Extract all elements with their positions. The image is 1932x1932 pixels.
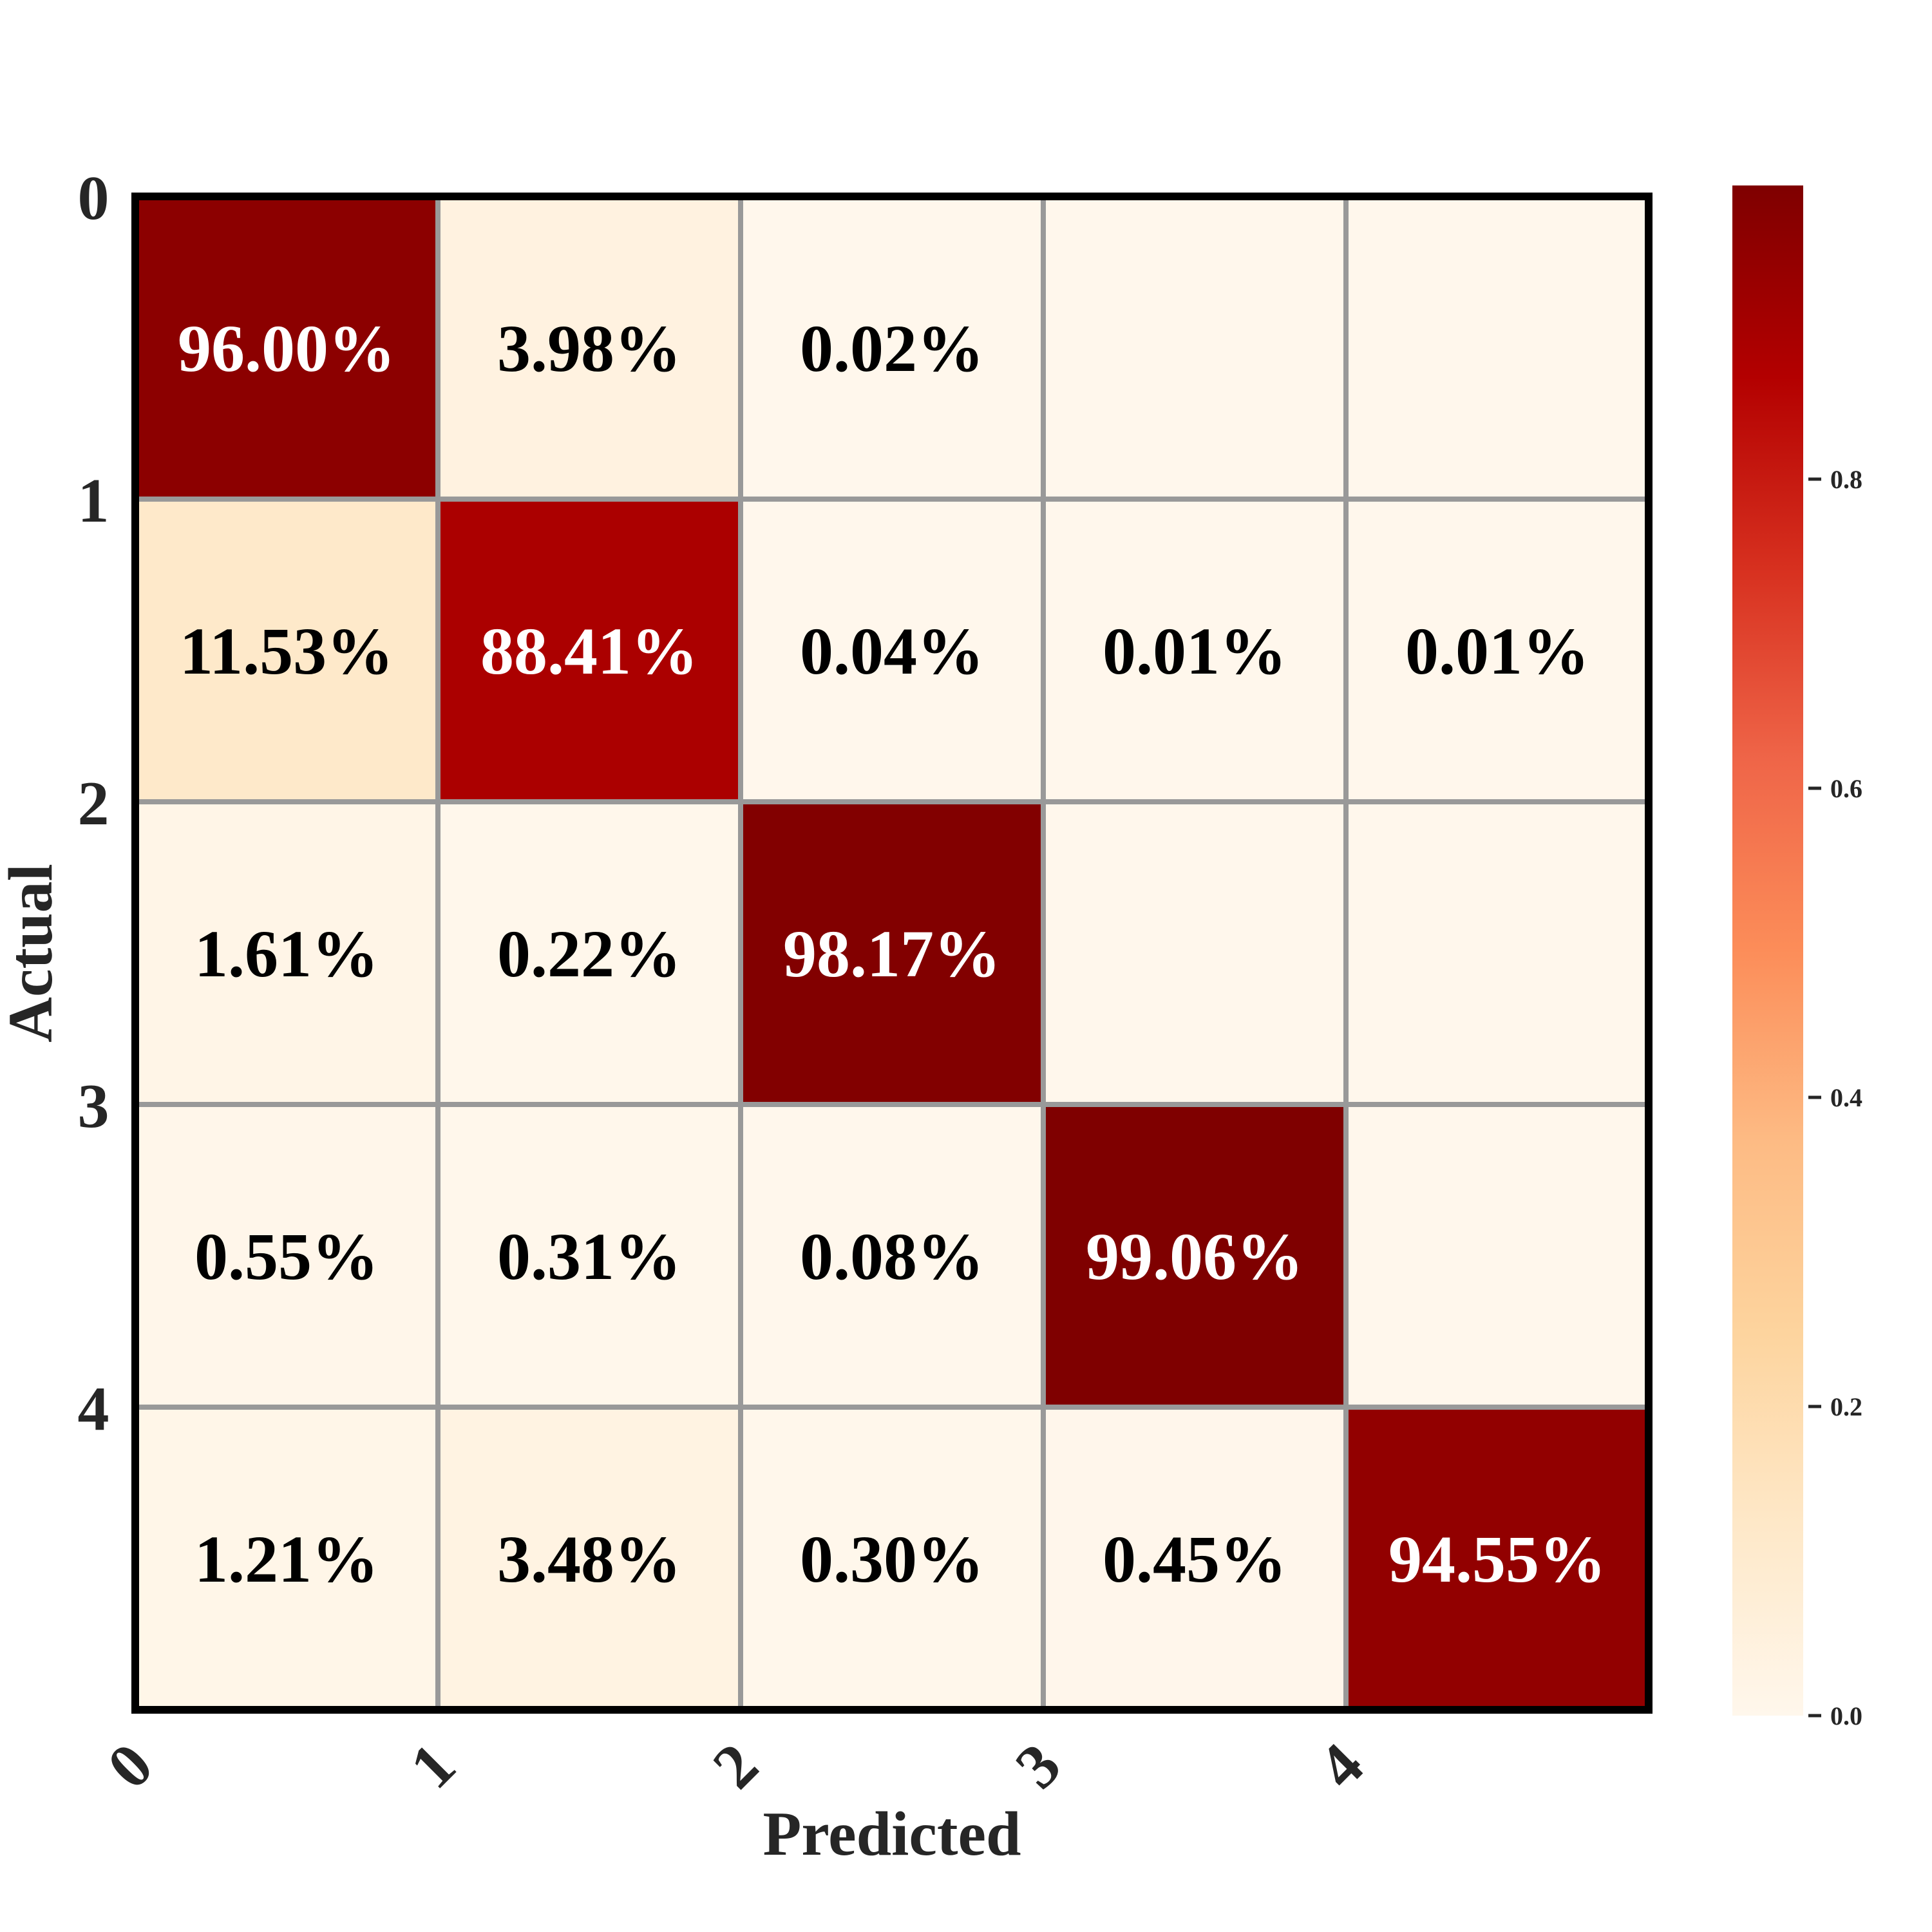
cell-value-label-1-4: 0.01%	[1405, 614, 1589, 688]
heatmap-cell-1-2	[741, 499, 1043, 802]
cell-value-label-4-1: 3.48%	[497, 1522, 681, 1596]
cell-value-label-2-0: 1.61%	[194, 917, 379, 991]
y-tick-label-4: 4	[78, 1374, 109, 1444]
cell-value-label-4-4: 94.55%	[1388, 1522, 1606, 1596]
cell-value-label-0-0: 96.00%	[178, 312, 395, 386]
y-tick-label-1: 1	[78, 466, 109, 536]
heatmap-cell-4-2	[741, 1407, 1043, 1710]
colorbar-ticks: 0.0 0.2 0.4 0.6 0.8	[1808, 465, 1862, 1730]
cell-value-label-2-2: 98.17%	[783, 917, 1001, 991]
heatmap-cell-1-3	[1043, 499, 1346, 802]
heatmap-cell-2-2	[741, 802, 1043, 1104]
cell-value-label-1-0: 11.53%	[180, 614, 393, 688]
cell-value-label-0-2: 0.02%	[800, 312, 984, 386]
x-tick-labels: 0 1 2 3 4	[95, 1730, 1377, 1802]
heatmap-cell-3-1	[438, 1104, 741, 1407]
heatmap-cell-3-3	[1043, 1104, 1346, 1407]
heatmap-cell-2-1	[438, 802, 741, 1104]
plot-frame	[131, 193, 1653, 1714]
heatmap-cell-4-3	[1043, 1407, 1346, 1710]
heatmap-cell-1-0	[135, 499, 438, 802]
cell-value-label-3-3: 99.06%	[1086, 1220, 1303, 1294]
x-tick-label-4: 4	[1305, 1730, 1377, 1802]
cell-value-label-1-1: 88.41%	[480, 614, 698, 688]
y-axis-label: Actual	[0, 864, 66, 1043]
heatmap-cell-0-3	[1043, 196, 1346, 499]
x-tick-label-1: 1	[397, 1730, 469, 1802]
colorbar-tick-label-2: 0.4	[1830, 1083, 1862, 1112]
x-tick-label-3: 3	[1003, 1730, 1074, 1802]
x-tick-label-2: 2	[700, 1730, 772, 1802]
y-tick-label-0: 0	[78, 164, 109, 233]
heatmap-cell-2-4	[1346, 802, 1649, 1104]
heatmap-cell-2-3	[1043, 802, 1346, 1104]
heatmap-cell-2-0	[135, 802, 438, 1104]
heatmap-cell-4-1	[438, 1407, 741, 1710]
heatmap-cell-0-4	[1346, 196, 1649, 499]
cell-value-label-3-1: 0.31%	[497, 1220, 681, 1294]
x-tick-label-0: 0	[95, 1730, 166, 1802]
cell-value-label-4-2: 0.30%	[800, 1522, 984, 1596]
cell-value-label-4-3: 0.45%	[1103, 1522, 1287, 1596]
heatmap-cell-3-4	[1346, 1104, 1649, 1407]
heatmap-cells	[135, 196, 1649, 1710]
y-tick-label-3: 3	[78, 1072, 109, 1141]
heatmap-cell-0-0	[135, 196, 438, 499]
heatmap-cell-4-4	[1346, 1407, 1649, 1710]
colorbar	[1732, 185, 1803, 1716]
cell-value-label-2-1: 0.22%	[497, 917, 681, 991]
cell-value-label-3-0: 0.55%	[194, 1220, 379, 1294]
colorbar-tick-label-0: 0.0	[1830, 1701, 1862, 1730]
y-tick-labels: 0 1 2 3 4	[78, 164, 109, 1444]
heatmap-cell-3-2	[741, 1104, 1043, 1407]
heatmap-cell-1-4	[1346, 499, 1649, 802]
heatmap-cell-1-1	[438, 499, 741, 802]
cell-labels: 96.00% 3.98% 0.02% 11.53% 88.41% 0.04% 0.01% 0.…	[178, 312, 1606, 1596]
cell-value-label-1-3: 0.01%	[1103, 614, 1287, 688]
y-tick-label-2: 2	[78, 769, 109, 838]
cell-value-label-1-2: 0.04%	[800, 614, 984, 688]
cell-value-label-0-1: 3.98%	[497, 312, 681, 386]
colorbar-tick-label-1: 0.2	[1830, 1392, 1862, 1421]
x-axis-label: Predicted	[763, 1799, 1021, 1869]
heatmap-cell-0-2	[741, 196, 1043, 499]
colorbar-tick-label-4: 0.8	[1830, 465, 1862, 494]
heatmap-cell-4-0	[135, 1407, 438, 1710]
cell-value-label-3-2: 0.08%	[800, 1220, 984, 1294]
heatmap-cell-3-0	[135, 1104, 438, 1407]
heatmap-cell-0-1	[438, 196, 741, 499]
cell-value-label-4-0: 1.21%	[194, 1522, 379, 1596]
colorbar-tick-label-3: 0.6	[1830, 774, 1862, 803]
grid-lines	[135, 196, 1649, 1710]
